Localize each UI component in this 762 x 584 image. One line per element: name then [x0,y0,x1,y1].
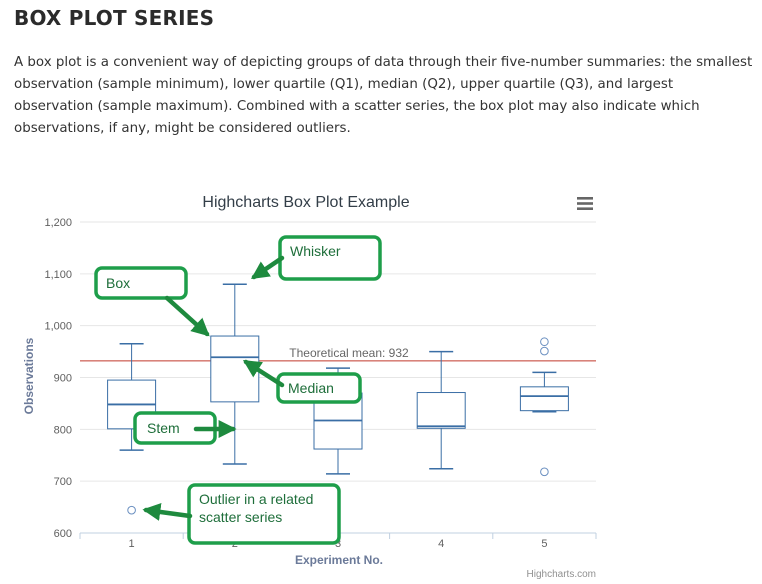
outlier-arrow [142,503,193,521]
box-plot-point[interactable] [416,350,466,470]
whisker-arrow [251,255,285,280]
box [416,392,466,429]
box-plot-point[interactable] [519,371,569,413]
box-plot-point[interactable] [210,283,260,465]
theoretical-mean-label: Theoretical mean: 932 [289,346,409,360]
y-tick-label: 1,100 [44,269,72,281]
y-tick-label: 1,000 [44,321,72,333]
credits-link[interactable]: Highcharts.com [527,569,596,580]
y-tick-label: 1,200 [44,217,72,229]
callout-label: Box [106,275,130,291]
callout-frame [276,372,362,404]
page-title: BOX PLOT SERIES [14,6,215,30]
callout-label: Stem [147,420,180,436]
y-tick-label: 800 [54,424,72,436]
callout-whisker: Whisker [278,235,382,281]
x-axis-title: Experiment No. [295,553,383,567]
callout-label: Whisker [290,243,341,259]
box [210,335,260,403]
callout-outlier: Outlier in a related scatter series [187,483,341,545]
callout-box: Box [94,266,188,300]
x-tick-label: 1 [129,538,135,550]
outlier-point[interactable] [540,467,549,477]
outlier-point[interactable] [540,337,549,347]
x-tick-label: 3 [335,538,341,550]
hamburger-menu-icon[interactable] [577,197,593,210]
box [519,386,569,412]
callout-frame [94,266,188,300]
chart-title: Highcharts Box Plot Example [202,194,409,211]
callout-median: Median [276,372,362,404]
y-tick-label: 900 [54,373,72,385]
box-arrow [164,295,210,337]
y-tick-label: 600 [54,528,72,540]
y-tick-label: 700 [54,476,72,488]
x-tick-label: 4 [438,538,444,550]
x-tick-label: 5 [541,538,547,550]
callout-label: Outlier in a related scatter series [199,491,313,525]
y-axis-title: Observations [22,337,36,414]
outlier-point[interactable] [540,346,549,356]
callout-label: Median [288,380,334,396]
outlier-point[interactable] [127,505,136,515]
median-arrow [242,359,285,388]
intro-paragraph: A box plot is a convenient way of depict… [14,55,753,136]
